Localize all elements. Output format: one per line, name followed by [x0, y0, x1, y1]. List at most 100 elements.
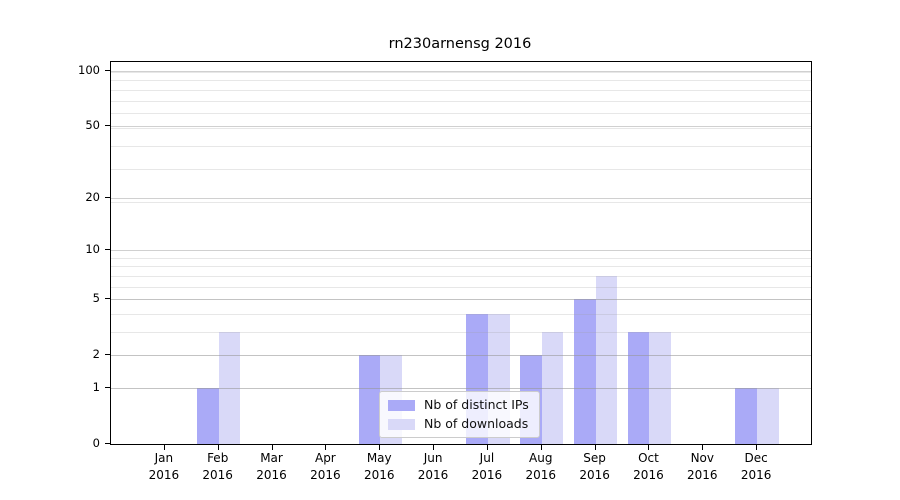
- bar-dec-downloads: [757, 387, 779, 444]
- gridline-minor: [111, 169, 811, 171]
- gridline-minor: [111, 313, 811, 315]
- y-axis-tick-label: 50: [85, 118, 100, 133]
- x-tick-month: Jul: [479, 451, 495, 465]
- x-tick-mark: [379, 445, 381, 450]
- x-axis-tick-label: Jan 2016: [132, 450, 196, 484]
- y-tick-mark: [105, 249, 110, 251]
- gridline-minor: [111, 127, 811, 129]
- x-tick-month: Aug: [529, 451, 553, 465]
- x-tick-month: Oct: [638, 451, 659, 465]
- bar-dec-distinct-ips: [735, 387, 758, 444]
- x-tick-month: Jun: [423, 451, 443, 465]
- x-tick-month: Apr: [314, 451, 336, 465]
- x-tick-mark: [271, 445, 273, 450]
- x-tick-year: 2016: [687, 468, 718, 482]
- x-tick-mark: [163, 445, 165, 450]
- y-tick-mark: [105, 125, 110, 127]
- x-axis-tick-label: Jul 2016: [455, 450, 519, 484]
- legend-item-distinct-ips: Nb of distinct IPs: [388, 398, 529, 412]
- y-axis-tick-label: 10: [85, 242, 100, 257]
- y-tick-mark: [105, 196, 110, 198]
- x-tick-year: 2016: [310, 468, 341, 482]
- gridline-major: [111, 197, 811, 199]
- x-tick-mark: [648, 445, 650, 450]
- x-tick-mark: [594, 445, 596, 450]
- gridline-minor: [111, 355, 811, 357]
- x-tick-month: Feb: [207, 451, 229, 465]
- y-tick-mark: [105, 298, 110, 300]
- y-tick-mark: [105, 386, 110, 388]
- x-tick-year: 2016: [525, 468, 557, 482]
- gridline-minor: [111, 331, 811, 333]
- x-tick-mark: [433, 445, 435, 450]
- gridline-minor: [111, 201, 811, 203]
- y-tick-mark: [105, 443, 110, 444]
- legend-swatch-downloads: [388, 418, 415, 430]
- x-axis-tick-label: Jun 2016: [401, 450, 465, 484]
- x-tick-mark: [756, 445, 758, 450]
- x-tick-year: 2016: [148, 468, 180, 482]
- x-axis-tick-label: Feb 2016: [186, 450, 250, 484]
- legend-label: Nb of distinct IPs: [424, 397, 529, 412]
- legend: Nb of distinct IPs Nb of downloads: [379, 391, 540, 438]
- x-axis-tick-label: May 2016: [347, 450, 411, 484]
- gridline-minor: [111, 257, 811, 259]
- chart-title: rn230arnensg 2016: [388, 36, 532, 52]
- x-tick-year: 2016: [579, 468, 610, 482]
- gridline-minor: [111, 89, 811, 91]
- bar-oct-downloads: [649, 331, 672, 444]
- gridline-minor: [111, 71, 811, 73]
- gridline-major: [111, 387, 811, 389]
- gridline-minor: [111, 100, 811, 102]
- bar-oct-distinct-ips: [627, 331, 650, 444]
- x-tick-month: Nov: [690, 451, 714, 465]
- y-axis-tick-label: 20: [85, 189, 100, 204]
- x-tick-year: 2016: [202, 468, 233, 482]
- x-tick-year: 2016: [740, 468, 772, 482]
- gridline-major: [111, 126, 811, 128]
- y-axis-tick-label: 100: [78, 63, 100, 78]
- x-axis-tick-label: Aug 2016: [509, 450, 573, 484]
- plot-area: [110, 61, 812, 445]
- x-tick-year: 2016: [363, 468, 395, 482]
- x-tick-mark: [325, 445, 327, 450]
- gridline-minor: [111, 113, 811, 115]
- x-tick-month: May: [366, 451, 392, 465]
- x-tick-year: 2016: [256, 468, 287, 482]
- x-axis-tick-label: Apr 2016: [293, 450, 357, 484]
- y-tick-mark: [105, 70, 110, 72]
- bar-sep-distinct-ips: [573, 299, 596, 444]
- y-tick-mark: [105, 354, 110, 356]
- x-axis-tick-label: Oct 2016: [616, 450, 680, 484]
- gridline-major: [111, 355, 811, 357]
- bar-aug-downloads: [541, 331, 564, 444]
- bar-feb-downloads: [218, 331, 241, 444]
- x-tick-mark: [540, 445, 542, 450]
- y-axis-tick-label: 0: [92, 436, 100, 450]
- x-tick-month: Mar: [260, 451, 283, 465]
- gridline-minor: [111, 387, 811, 389]
- x-tick-year: 2016: [417, 468, 449, 482]
- legend-label: Nb of downloads: [424, 416, 529, 431]
- x-tick-mark: [217, 445, 219, 450]
- gridline-minor: [111, 286, 811, 288]
- x-axis-tick-label: Mar 2016: [240, 450, 304, 484]
- x-tick-month: Dec: [744, 451, 768, 465]
- x-tick-year: 2016: [633, 468, 664, 482]
- legend-swatch-distinct-ips: [388, 399, 415, 411]
- x-tick-mark: [486, 445, 488, 450]
- bar-feb-distinct-ips: [196, 387, 219, 444]
- x-tick-year: 2016: [471, 468, 503, 482]
- gridline-minor: [111, 266, 811, 268]
- y-axis-tick-label: 1: [92, 379, 100, 394]
- x-axis-tick-label: Dec 2016: [724, 450, 788, 484]
- x-axis-tick-label: Nov 2016: [670, 450, 734, 484]
- gridline-major: [111, 71, 811, 73]
- gridline-major: [111, 250, 811, 252]
- x-axis-tick-label: Sep 2016: [563, 450, 627, 484]
- bar-sep-downloads: [595, 275, 618, 444]
- bar-may-distinct-ips: [358, 355, 381, 444]
- gridline-minor: [111, 80, 811, 82]
- x-tick-month: Sep: [583, 451, 606, 465]
